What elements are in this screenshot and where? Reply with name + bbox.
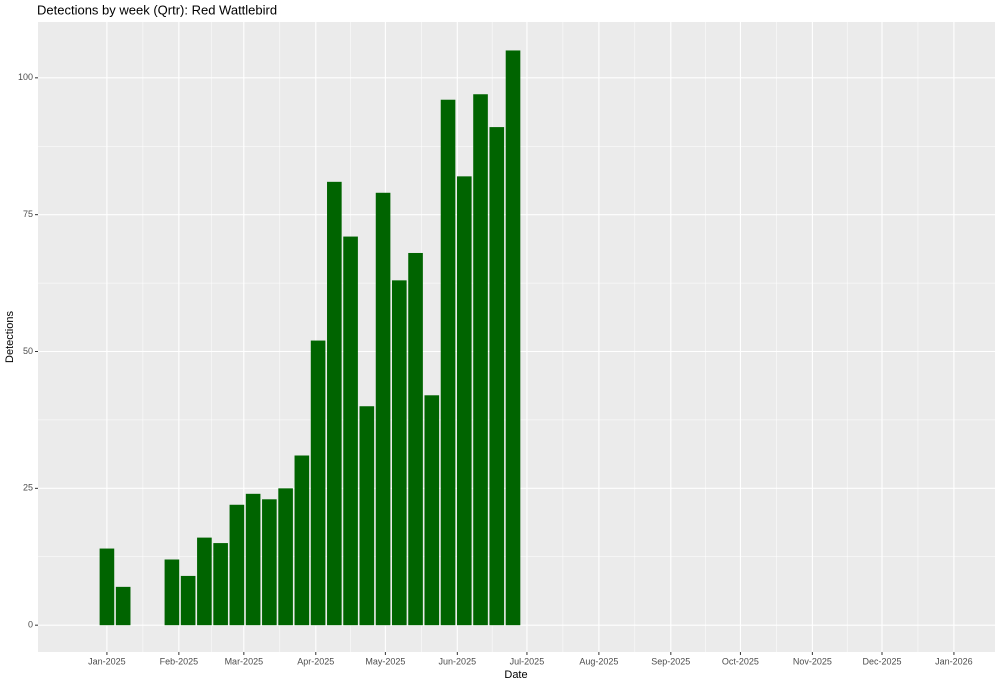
bar	[294, 455, 310, 626]
bar	[505, 50, 521, 626]
x-tick-label: Jun-2025	[439, 656, 477, 666]
bar	[408, 252, 423, 626]
x-tick-label: Apr-2025	[297, 656, 334, 666]
x-tick-label: Aug-2025	[579, 656, 618, 666]
x-tick-label: Nov-2025	[793, 656, 832, 666]
y-tick-label: 100	[18, 72, 33, 82]
x-tick-label: Jan-2026	[935, 656, 973, 666]
bar	[343, 236, 358, 626]
bar	[164, 559, 180, 626]
bar	[197, 537, 212, 626]
x-axis-title: Date	[504, 669, 527, 681]
bar	[392, 280, 407, 626]
bar	[245, 493, 261, 626]
y-tick-label: 25	[23, 483, 33, 493]
x-tick-label: Sep-2025	[651, 656, 690, 666]
x-tick-label: Dec-2025	[862, 656, 901, 666]
bar	[375, 192, 391, 626]
bar	[489, 127, 505, 626]
y-tick-label: 0	[28, 620, 33, 630]
y-tick-label: 75	[23, 209, 33, 219]
x-tick-label: Jul-2025	[510, 656, 545, 666]
bar	[359, 406, 375, 626]
bar	[115, 586, 131, 626]
x-tick-label: May-2025	[365, 656, 405, 666]
bar	[278, 488, 293, 626]
x-tick-label: Oct-2025	[722, 656, 759, 666]
bar	[327, 181, 342, 626]
bar	[473, 94, 488, 626]
bar	[99, 548, 115, 626]
y-axis-title: Detections	[4, 311, 16, 363]
bar	[229, 504, 245, 626]
x-tick-label: Feb-2025	[160, 656, 199, 666]
bar	[310, 340, 326, 626]
bar	[180, 575, 196, 626]
chart-title: Detections by week (Qrtr): Red Wattlebir…	[37, 2, 277, 17]
bar	[424, 395, 440, 626]
x-tick-label: Jan-2025	[88, 656, 126, 666]
bar	[440, 99, 456, 626]
x-tick-label: Mar-2025	[225, 656, 264, 666]
y-tick-label: 50	[23, 346, 33, 356]
bar	[456, 176, 472, 626]
bar	[213, 543, 228, 626]
bar	[262, 499, 277, 626]
